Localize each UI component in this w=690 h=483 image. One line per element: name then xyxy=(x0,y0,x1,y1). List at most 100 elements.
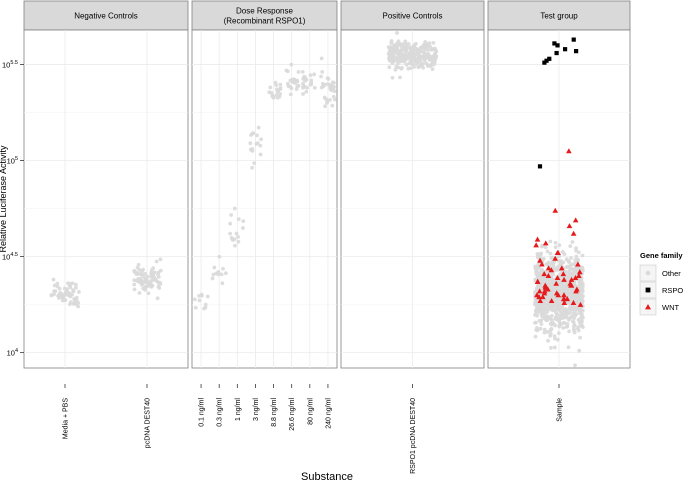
data-point xyxy=(561,260,566,265)
data-point xyxy=(236,235,240,239)
data-point xyxy=(145,274,150,279)
data-point xyxy=(418,56,423,61)
data-point xyxy=(540,314,545,319)
data-point xyxy=(533,334,538,339)
data-point xyxy=(572,269,577,274)
data-point xyxy=(554,301,559,306)
data-point xyxy=(550,280,555,284)
data-point xyxy=(284,68,289,73)
data-point xyxy=(568,311,572,315)
data-point xyxy=(403,51,408,56)
data-point xyxy=(332,89,337,94)
data-point xyxy=(387,65,392,70)
data-point xyxy=(429,56,434,61)
data-point xyxy=(278,86,283,90)
y-tick-label: 104 xyxy=(7,348,18,358)
data-point xyxy=(142,280,147,285)
data-point xyxy=(556,287,561,292)
data-point xyxy=(135,265,140,270)
rspo-point xyxy=(547,56,552,61)
data-point xyxy=(545,261,550,266)
legend-label: Other xyxy=(662,269,681,278)
data-point xyxy=(548,333,553,338)
data-point xyxy=(73,282,78,287)
data-point xyxy=(535,266,540,270)
data-point xyxy=(258,143,263,148)
data-point xyxy=(149,271,154,275)
wnt-point xyxy=(577,301,584,307)
data-point xyxy=(286,84,291,89)
data-point xyxy=(398,59,403,64)
data-point xyxy=(548,328,553,333)
data-point xyxy=(68,300,73,305)
data-point xyxy=(387,57,392,61)
data-point xyxy=(320,81,325,86)
data-point xyxy=(549,345,553,350)
data-point xyxy=(567,316,572,321)
y-tick-label: 104.5 xyxy=(2,252,18,262)
data-point xyxy=(301,85,305,90)
data-point xyxy=(533,320,538,325)
x-tick-label: 3 ng/ml xyxy=(253,398,260,421)
data-point xyxy=(389,52,394,57)
x-tick-label: Sample xyxy=(557,398,564,422)
wnt-point xyxy=(573,288,579,294)
y-axis-label: Relative Luciferase Activity xyxy=(0,145,8,253)
data-point xyxy=(392,59,396,64)
data-point xyxy=(228,231,233,236)
facet-title: Positive Controls xyxy=(382,12,442,21)
data-point xyxy=(72,296,77,301)
data-point xyxy=(203,302,208,307)
data-point xyxy=(332,97,337,102)
data-point xyxy=(567,329,572,334)
data-point xyxy=(278,82,283,87)
data-point xyxy=(289,86,294,91)
data-point xyxy=(273,80,278,85)
data-point xyxy=(557,243,562,248)
data-point xyxy=(251,131,256,136)
data-point xyxy=(202,306,207,311)
data-point xyxy=(77,290,81,294)
data-point xyxy=(250,165,255,170)
data-point xyxy=(560,282,565,287)
data-point xyxy=(328,85,333,90)
wnt-point xyxy=(576,273,582,279)
data-point xyxy=(288,92,293,97)
rspo-point xyxy=(542,60,547,65)
data-point xyxy=(562,287,567,291)
data-point xyxy=(255,133,259,138)
data-point xyxy=(578,335,583,340)
data-point xyxy=(323,104,327,109)
data-point xyxy=(155,296,160,301)
data-point xyxy=(559,312,564,316)
data-point xyxy=(561,308,566,312)
data-point xyxy=(434,49,439,54)
data-point xyxy=(569,256,573,260)
data-point xyxy=(390,49,395,54)
wnt-point xyxy=(540,294,546,300)
data-point xyxy=(330,80,335,85)
data-point xyxy=(250,147,255,151)
facet-strips: Negative Controls Dose Response(Recombina… xyxy=(23,0,631,31)
data-point xyxy=(141,267,145,272)
facet-title: Dose Response xyxy=(236,7,293,16)
data-point xyxy=(565,324,570,329)
data-point xyxy=(566,277,571,281)
data-point xyxy=(148,280,153,285)
facet-panel xyxy=(487,29,631,369)
data-point xyxy=(53,289,58,294)
data-point xyxy=(570,240,575,244)
wnt-point xyxy=(572,217,579,223)
data-point xyxy=(560,250,565,254)
data-point xyxy=(567,290,572,295)
data-point xyxy=(254,142,259,146)
data-point xyxy=(543,245,548,250)
y-tick-label: 105.5 xyxy=(2,60,18,70)
wnt-point xyxy=(545,273,552,279)
x-tick-label: 0.1 ng/ml xyxy=(199,398,206,427)
data-point xyxy=(567,305,572,310)
data-point xyxy=(138,272,143,277)
data-point xyxy=(433,46,437,51)
data-point xyxy=(418,47,423,52)
data-point xyxy=(395,61,400,66)
